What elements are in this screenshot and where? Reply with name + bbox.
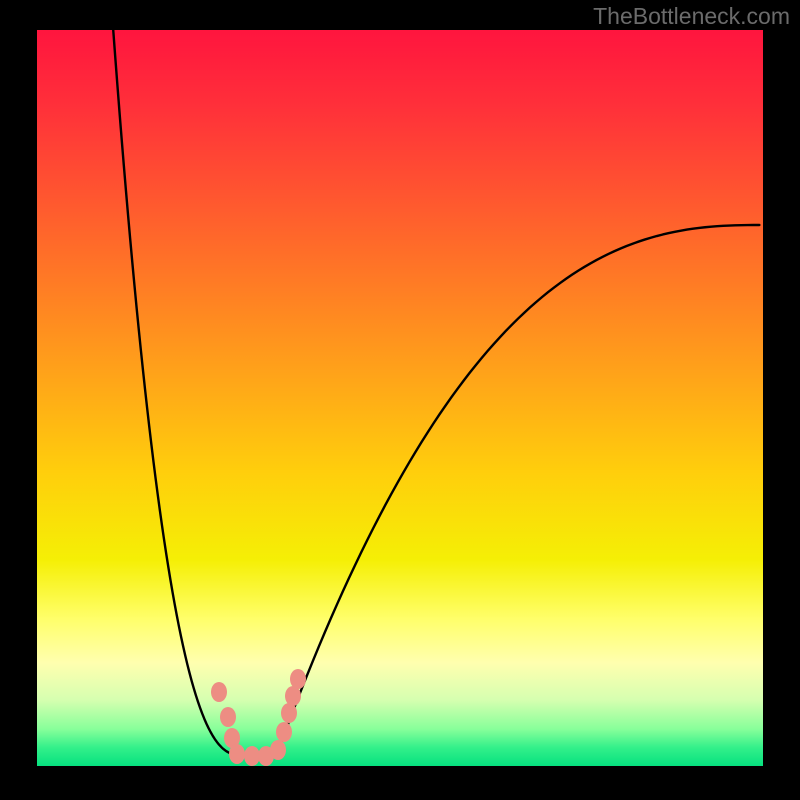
marker-dot [281,703,297,723]
chart-svg [0,0,800,800]
marker-dot [220,707,236,727]
chart-stage: TheBottleneck.com [0,0,800,800]
marker-dot [270,740,286,760]
marker-dot [290,669,306,689]
marker-dot [244,746,260,766]
watermark-text: TheBottleneck.com [593,3,790,30]
marker-dot [229,744,245,764]
marker-dot [276,722,292,742]
marker-dot [211,682,227,702]
marker-dot [285,686,301,706]
